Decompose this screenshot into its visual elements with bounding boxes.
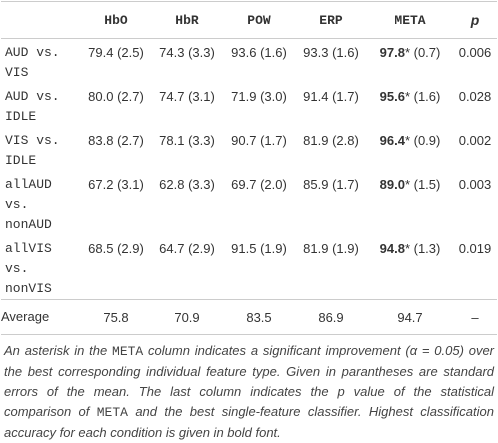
table-cell: 78.1 (3.3) <box>159 133 215 148</box>
table-cell: 74.7 (3.1) <box>159 89 215 104</box>
table-row: VIS vs. IDLE 83.8 (2.7) 78.1 (3.3) 90.7 (1.… <box>1 127 497 171</box>
header-empty <box>1 1 81 39</box>
cell-rest: * (1.6) <box>404 89 441 104</box>
table-cell: 95.6* (1.6) <box>367 83 453 127</box>
table-row: Average 75.8 70.9 83.5 86.9 94.7– <box>1 299 497 335</box>
table-cell: 80.0 (2.7) <box>88 89 144 104</box>
best-value: 97.8 <box>379 45 405 60</box>
table-cell: 79.4 (2.5) <box>88 45 144 60</box>
table-cell: 86.9 <box>295 299 367 335</box>
table-cell: 75.8 <box>81 299 151 335</box>
header-row: HbO HbR POW ERP META p <box>1 1 497 39</box>
table-cell: 0.028 <box>458 89 492 104</box>
table-cell: 0.006 <box>458 45 492 60</box>
best-value: 94.8 <box>379 241 405 256</box>
table-cell: 81.9 (2.8) <box>303 133 359 148</box>
row-label: AUD vs. IDLE <box>5 89 60 124</box>
row-label: Average <box>1 299 81 335</box>
row-label: allVIS vs. nonVIS <box>5 241 52 296</box>
table-cell: 83.5 <box>223 299 295 335</box>
table-cell: 93.6 (1.6) <box>231 45 287 60</box>
row-label: AUD vs. VIS <box>5 45 60 80</box>
table-cell: 74.3 (3.3) <box>159 45 215 60</box>
caption-text: column indicates a significant improveme… <box>143 343 410 358</box>
cell-rest: * (0.9) <box>404 133 441 148</box>
table-cell: 69.7 (2.0) <box>231 177 287 192</box>
table-cell: 71.9 (3.0) <box>231 89 287 104</box>
caption: An asterisk in the META column indicates… <box>4 341 494 443</box>
table-cell: 96.4* (0.9) <box>367 127 453 171</box>
caption-text: META <box>96 405 128 420</box>
table-cell: 67.2 (3.1) <box>88 177 144 192</box>
caption-text: An asterisk in the <box>4 343 113 358</box>
table-row: AUD vs. VIS 79.4 (2.5) 74.3 (3.3) 93.6 (1.6… <box>1 39 497 84</box>
table-cell: 0.019 <box>458 241 492 256</box>
column-header: ERP <box>295 1 367 39</box>
table-cell: 0.002 <box>458 133 492 148</box>
table-cell: 70.9 <box>151 299 223 335</box>
column-header: HbR <box>151 1 223 39</box>
table-cell: 0.003 <box>458 177 492 192</box>
table-cell: 94.8* (1.3) <box>367 235 453 300</box>
table-cell: – <box>453 299 497 335</box>
table-cell: 85.9 (1.7) <box>303 177 359 192</box>
table-cell: 94.7 <box>367 299 453 335</box>
results-table: HbO HbR POW ERP META p AUD vs. VIS 79.4 (2.5) 7… <box>1 1 497 335</box>
table-row: allVIS vs. nonVIS 68.5 (2.9) 64.7 (2.9) 91.… <box>1 235 497 300</box>
table-cell: 89.0* (1.5) <box>367 171 453 235</box>
table-cell: 93.3 (1.6) <box>303 45 359 60</box>
table-cell: 64.7 (2.9) <box>159 241 215 256</box>
table-cell: 62.8 (3.3) <box>159 177 215 192</box>
table-cell: 91.4 (1.7) <box>303 89 359 104</box>
row-label: VIS vs. IDLE <box>5 133 60 168</box>
table-cell: 97.8* (0.7) <box>367 39 453 84</box>
column-header: p <box>453 1 497 39</box>
caption-text: α <box>409 343 418 358</box>
table-cell: 68.5 (2.9) <box>88 241 144 256</box>
row-label: allAUD vs. nonAUD <box>5 177 52 232</box>
best-value: 89.0 <box>379 177 405 192</box>
best-value: 95.6 <box>379 89 405 104</box>
table-cell: 81.9 (1.9) <box>303 241 359 256</box>
cell-rest: * (1.5) <box>404 177 441 192</box>
table-body: AUD vs. VIS 79.4 (2.5) 74.3 (3.3) 93.6 (1.6… <box>1 39 497 335</box>
column-header: POW <box>223 1 295 39</box>
table-row: AUD vs. IDLE 80.0 (2.7) 74.7 (3.1) 71.9 (3.… <box>1 83 497 127</box>
table-cell: 91.5 (1.9) <box>231 241 287 256</box>
best-value: 96.4 <box>379 133 405 148</box>
column-header: META <box>367 1 453 39</box>
caption-text: META <box>112 344 144 359</box>
cell-rest: * (1.3) <box>404 241 441 256</box>
table-row: allAUD vs. nonAUD 67.2 (3.1) 62.8 (3.3) 69.… <box>1 171 497 235</box>
column-header: HbO <box>81 1 151 39</box>
table-cell: 83.8 (2.7) <box>88 133 144 148</box>
table-cell: 90.7 (1.7) <box>231 133 287 148</box>
cell-rest: * (0.7) <box>404 45 441 60</box>
